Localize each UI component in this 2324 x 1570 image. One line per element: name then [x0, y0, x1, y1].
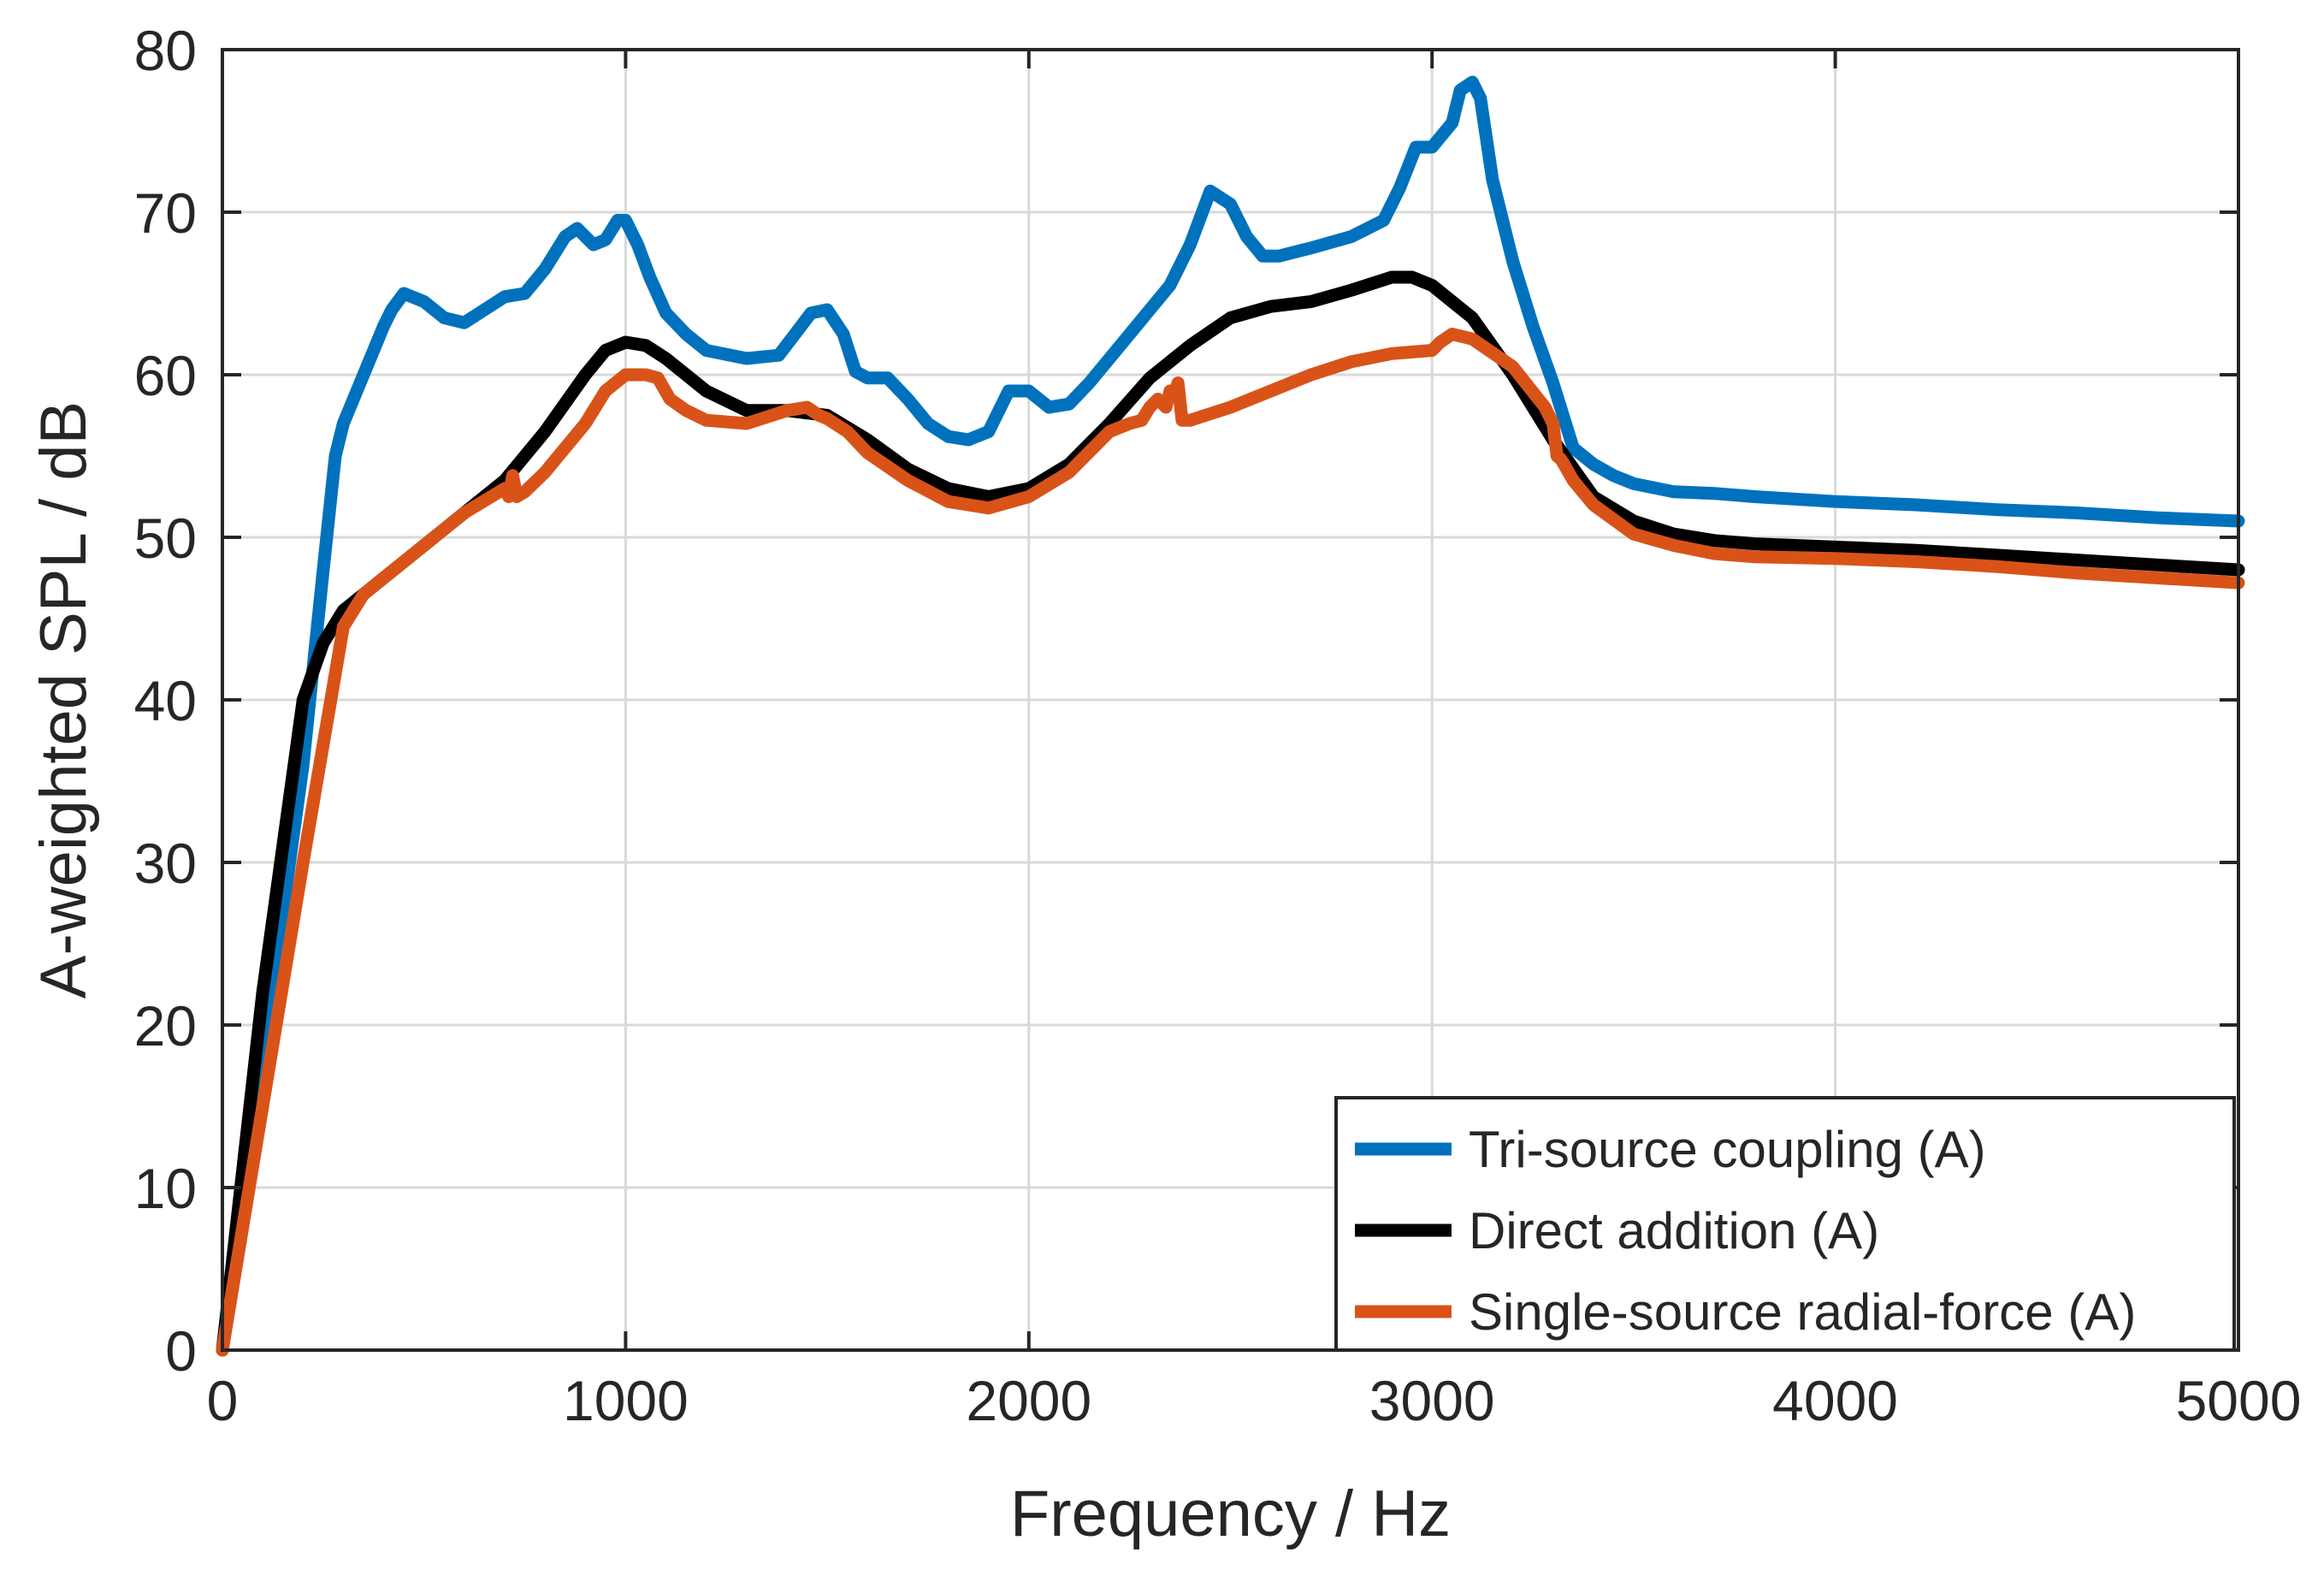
legend-label-single-source: Single-source radial-force (A)	[1469, 1283, 2136, 1341]
y-tick-label-8: 80	[134, 19, 197, 82]
y-axis-label: A-weighted SPL / dB	[27, 401, 100, 998]
y-tick-label-1: 10	[134, 1157, 197, 1220]
series-line-0	[216, 75, 2245, 1357]
legend-label-direct-addition: Direct addition (A)	[1469, 1202, 1879, 1259]
x-tick-label-5: 5000	[2176, 1369, 2302, 1432]
grid-layer	[222, 50, 2238, 1350]
legend: Tri-source coupling (A) Direct addition …	[1334, 1096, 2236, 1352]
x-tick-label-2: 2000	[966, 1369, 1091, 1432]
series-line-2	[216, 328, 2245, 1357]
y-tick-label-3: 30	[134, 832, 197, 895]
y-tick-label-5: 50	[134, 507, 197, 570]
series-layer	[216, 75, 2245, 1357]
y-tick-label-7: 70	[134, 181, 197, 245]
y-tick-label-4: 40	[134, 669, 197, 732]
x-tick-label-1: 1000	[563, 1369, 689, 1432]
y-tick-label-2: 20	[134, 994, 197, 1058]
x-tick-label-0: 0	[207, 1369, 239, 1432]
x-axis-label: Frequency / Hz	[1010, 1478, 1451, 1550]
x-tick-label-4: 4000	[1772, 1369, 1898, 1432]
y-tick-label-6: 60	[134, 344, 197, 407]
x-tick-label-3: 3000	[1369, 1369, 1495, 1432]
y-tick-label-0: 0	[165, 1319, 197, 1383]
tick-layer: 0 1000 2000 3000 4000 5000 0 10 20 30 40 50 60 70 80	[134, 19, 2302, 1432]
legend-label-tri-source: Tri-source coupling (A)	[1469, 1121, 1986, 1178]
legend-box	[1334, 1096, 2236, 1352]
